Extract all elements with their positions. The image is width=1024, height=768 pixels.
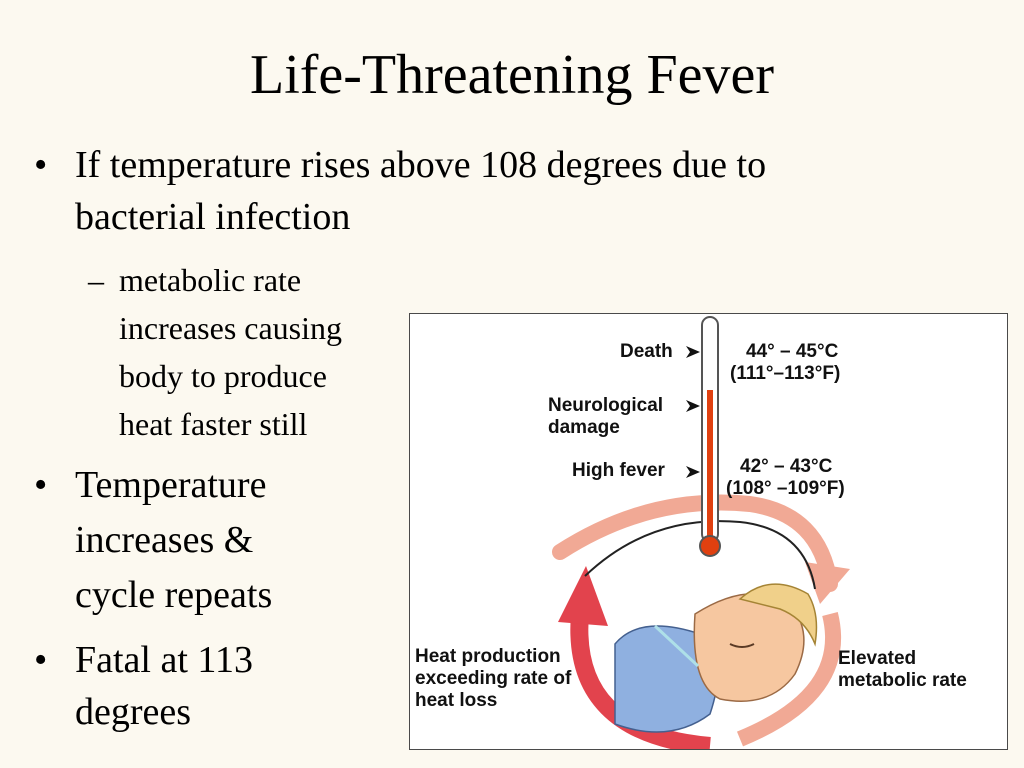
oral-thermometer: [653, 624, 700, 668]
bullet-text-line: Fatal at 113: [75, 639, 253, 681]
inner-ring: [584, 520, 816, 590]
neuro-label-line2: damage: [548, 417, 620, 438]
right-arc-arrow: [736, 612, 842, 747]
bullet-marker: •: [34, 464, 48, 506]
top-arc-arrow: [552, 494, 838, 592]
sub-bullet-line: metabolic rate: [119, 262, 302, 298]
slide-title: Life-Threatening Fever: [250, 44, 774, 106]
high-fever-label: High fever: [572, 460, 665, 481]
thermometer-icon: [699, 316, 721, 557]
patient-illustration: [614, 583, 818, 733]
sub-bullet-line: heat faster still: [119, 406, 308, 442]
hair: [738, 583, 818, 647]
death-pointer-icon: [686, 346, 700, 358]
heat-production-line1: Heat production: [415, 646, 561, 667]
bullet-text-line: Temperature: [75, 464, 267, 506]
mercury-column: [707, 390, 713, 550]
closed-eye: [729, 643, 755, 648]
label-pointers: [686, 346, 700, 478]
left-arc-arrow: [570, 613, 711, 749]
cycle-arrows: [552, 494, 850, 749]
bullet-text-line: bacterial infection: [75, 196, 351, 238]
death-temp-fahrenheit: (111°–113°F): [730, 363, 841, 384]
fever-cycle-figure: Death Neurological damage High fever 44°…: [409, 313, 1008, 750]
bullet-text-line: If temperature rises above 108 degrees d…: [75, 144, 767, 186]
sub-bullet-marker: –: [88, 262, 104, 298]
sub-bullet-line: body to produce: [119, 358, 327, 394]
heat-production-line3: heat loss: [415, 690, 498, 711]
bullet-text-line: increases &: [75, 519, 254, 561]
bullet-marker: •: [34, 144, 48, 186]
elevated-rate-line1: Elevated: [838, 648, 917, 669]
fever-temp-fahrenheit: (108° –109°F): [726, 478, 845, 499]
bullet-marker: •: [34, 639, 48, 681]
left-arrow-head: [558, 566, 608, 626]
thermometer-bulb: [699, 535, 721, 557]
fever-pointer-icon: [686, 466, 700, 478]
bullet-text-line: cycle repeats: [75, 574, 273, 616]
neuro-pointer-icon: [686, 400, 700, 412]
sub-bullet-line: increases causing: [119, 310, 343, 346]
death-temp-celsius: 44° – 45°C: [746, 341, 839, 362]
fever-cycle-illustration: [552, 316, 850, 749]
elevated-rate-line2: metabolic rate: [838, 670, 967, 691]
bullet-text-line: degrees: [75, 691, 192, 733]
neuro-label-line1: Neurological: [548, 395, 664, 416]
heat-production-line2: exceeding rate of: [415, 668, 572, 689]
death-label: Death: [620, 341, 673, 362]
fever-temp-celsius: 42° – 43°C: [740, 456, 833, 477]
right-arrow-head: [805, 562, 850, 604]
